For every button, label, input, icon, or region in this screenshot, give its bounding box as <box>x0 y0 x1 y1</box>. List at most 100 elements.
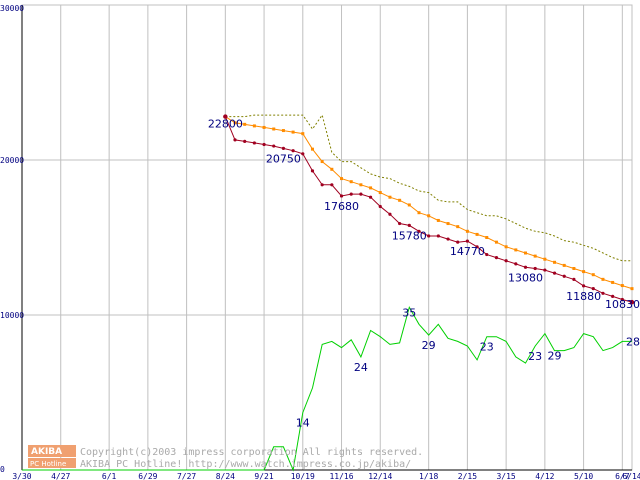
average-price-point <box>281 129 285 133</box>
y-axis-labels: 30000 20000 10000 0 <box>0 4 24 474</box>
min-price-data-label: 20750 <box>266 152 301 165</box>
average-price-point <box>475 232 479 236</box>
average-price-point <box>504 245 508 249</box>
average-price-point <box>388 195 392 199</box>
min-price-data-label: 17680 <box>324 200 359 213</box>
x-tick-label: 6/7 <box>615 472 630 480</box>
min-price-point <box>581 284 586 288</box>
min-price-data-label: 11880 <box>566 290 601 303</box>
shop-count-data-label: 23 <box>528 350 542 363</box>
min-price-point <box>456 240 460 244</box>
x-tick-label: 6/1 <box>102 472 117 480</box>
min-price-point <box>301 152 305 156</box>
x-axis-labels: 3/30 4/27 6/1 6/29 7/27 8/24 9/21 10/19 11/16 12/… <box>12 472 640 480</box>
average-price-point <box>359 183 363 187</box>
shop-count-data-label: 29 <box>422 339 436 352</box>
average-price-point <box>630 287 634 291</box>
min-price-point <box>378 204 382 209</box>
min-price-point <box>562 274 566 278</box>
grid <box>21 4 633 471</box>
y-tick-label: 20000 <box>0 156 24 165</box>
min-price-data-label: 22800 <box>208 118 243 131</box>
min-price-point <box>223 114 228 119</box>
average-price-point <box>272 127 276 131</box>
shop-count-data-label: 29 <box>548 350 562 363</box>
min-price-data-label: 14770 <box>450 245 485 258</box>
min-price-point <box>368 195 373 199</box>
min-price-point <box>601 291 605 295</box>
y-tick-label: 0 <box>0 465 5 474</box>
copyright-text: Copyright(c)2003 impress corporation All… <box>80 447 423 458</box>
min-price-point <box>339 194 344 198</box>
x-tick-label: 8/24 <box>216 472 235 480</box>
min-price-point <box>310 169 315 173</box>
average-price-point <box>456 225 460 229</box>
average-price-point <box>243 122 247 126</box>
x-tick-label: 4/27 <box>51 472 70 480</box>
average-price-point <box>398 198 402 202</box>
min-price-point <box>427 234 431 238</box>
average-price-point <box>436 218 440 222</box>
min-price-point <box>243 139 247 143</box>
average-price-point <box>369 186 373 190</box>
average-price-point <box>523 251 527 255</box>
min-price-point <box>349 192 353 196</box>
min-price-point <box>465 239 469 243</box>
logo-bottom-box <box>28 458 76 468</box>
min-price-point <box>359 192 363 196</box>
average-price-point <box>543 257 547 261</box>
x-tick-label: 6/14 <box>622 472 640 480</box>
site-url-text: AKIBA PC Hotline! http://www.watch.impre… <box>80 459 411 470</box>
x-tick-label: 6/29 <box>138 472 157 480</box>
min-price-point <box>629 299 635 305</box>
min-price-point <box>504 259 508 263</box>
shop-count-data-label: 24 <box>354 361 368 374</box>
logo-top-box <box>28 445 76 457</box>
average-price-point <box>533 254 537 258</box>
min-price-point <box>320 183 324 187</box>
min-price-point <box>533 266 537 271</box>
x-tick-label: 11/16 <box>329 472 353 480</box>
series-group <box>22 113 635 472</box>
min-price-point <box>272 144 276 148</box>
y-tick-label: 30000 <box>0 4 24 13</box>
min-price-point <box>494 256 499 260</box>
average-price-point <box>446 222 450 226</box>
shop-count-data-label: 35 <box>402 306 416 319</box>
average-price-point <box>378 191 382 195</box>
x-tick-label: 12/14 <box>368 472 392 480</box>
average-price-point <box>320 160 324 164</box>
average-price-point <box>465 229 469 233</box>
average-price-point <box>582 270 586 274</box>
average-price-point <box>407 203 411 207</box>
min-price-point <box>233 138 237 142</box>
shop-count-data-label: 23 <box>480 341 494 354</box>
average-price-point <box>572 267 576 270</box>
min-price-point <box>398 221 402 226</box>
min-price-point <box>417 229 421 233</box>
min-price-data-label: 13080 <box>508 271 543 284</box>
average-price-point <box>485 236 489 239</box>
shop-count-line <box>22 306 632 472</box>
min-price-point <box>407 223 411 228</box>
average-price-point <box>340 177 344 181</box>
x-tick-label: 9/21 <box>254 472 273 480</box>
x-tick-label: 10/19 <box>291 472 315 480</box>
min-price-point <box>446 237 450 241</box>
average-price-point <box>514 248 518 252</box>
average-price-point <box>349 180 353 184</box>
min-price-point <box>552 271 557 275</box>
min-price-point <box>543 268 547 272</box>
x-tick-label: 3/15 <box>496 472 515 480</box>
x-tick-label: 5/10 <box>574 472 593 480</box>
average-price-point <box>427 214 431 218</box>
average-price-point <box>494 240 498 244</box>
min-price-data-label: 10830 <box>605 298 640 311</box>
average-price-point <box>611 280 615 284</box>
average-price-point <box>310 147 314 151</box>
min-price-point <box>620 297 624 302</box>
min-price-point <box>252 141 256 145</box>
average-price-point <box>252 124 256 128</box>
average-price-point <box>233 121 237 125</box>
